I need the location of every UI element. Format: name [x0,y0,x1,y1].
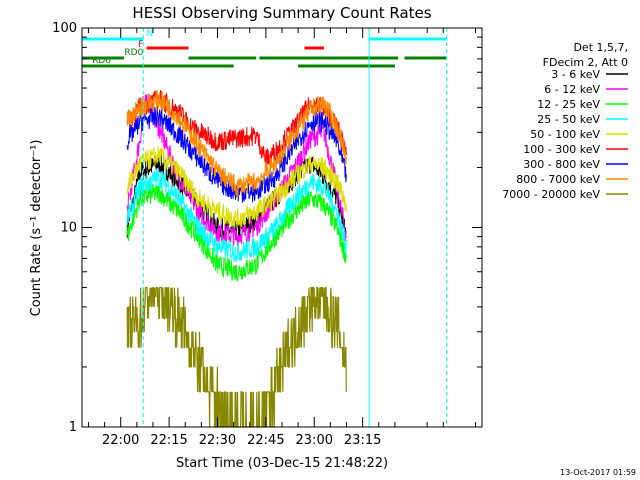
series-25-50-kev [126,168,347,263]
x-tick-label: 22:45 [247,433,284,448]
legend-header: FDecim 2, Att 0 [543,56,628,69]
legend-header: Det 1,5,7, [573,41,628,54]
status-label-f: F [138,40,143,50]
status-label-rd6: RD6 [92,56,111,66]
series-7000-20000-kev [126,287,347,428]
legend-label-300-800-kev: 300 - 800 keV [523,158,600,171]
x-tick-label: 23:00 [296,433,333,448]
series-50-100-kev [126,146,347,230]
axis-ticks: 22:00 22:15 22:30 22:45 23:00 23:15 1 10 100 [52,21,482,448]
chart-title: HESSI Observing Summary Count Rates [132,4,431,22]
time-markers [142,28,448,427]
y-tick-label: 10 [60,221,77,236]
legend-label-3-6-kev: 3 - 6 keV [551,68,600,81]
y-axis-label: Count Rate (s⁻¹ detector⁻¹) [29,140,44,317]
status-label-n: N [147,29,154,39]
x-tick-label: 22:30 [199,433,236,448]
series-800-7000-kev [126,89,347,197]
legend-label-800-7000-kev: 800 - 7000 keV [516,173,600,186]
legend-label-25-50-kev: 25 - 50 keV [537,113,600,126]
x-tick-label: 22:15 [150,433,187,448]
y-tick-label: 1 [69,420,77,435]
status-label-rd0: RD0 [124,48,143,58]
legend-label-6-12-kev: 6 - 12 keV [544,83,600,96]
legend-label-7000-20000-kev: 7000 - 20000 keV [502,188,600,201]
x-tick-label: 23:15 [344,433,381,448]
x-tick-label: 22:00 [102,433,139,448]
series-layer [126,89,347,428]
y-tick-label: 100 [52,21,77,36]
legend-label-12-25-kev: 12 - 25 keV [537,98,600,111]
series-6-12-kev [126,93,347,247]
footer-timestamp: 13-Oct-2017 01:59 [560,468,636,477]
series-12-25-kev [126,184,347,282]
legend-label-50-100-kev: 50 - 100 keV [530,128,600,141]
x-axis-label: Start Time (03-Dec-15 21:48:22) [176,456,388,471]
legend-label-100-300-kev: 100 - 300 keV [523,143,600,156]
legend: Det 1,5,7, FDecim 2, Att 03 - 6 keV 6 - 12… [502,41,628,201]
